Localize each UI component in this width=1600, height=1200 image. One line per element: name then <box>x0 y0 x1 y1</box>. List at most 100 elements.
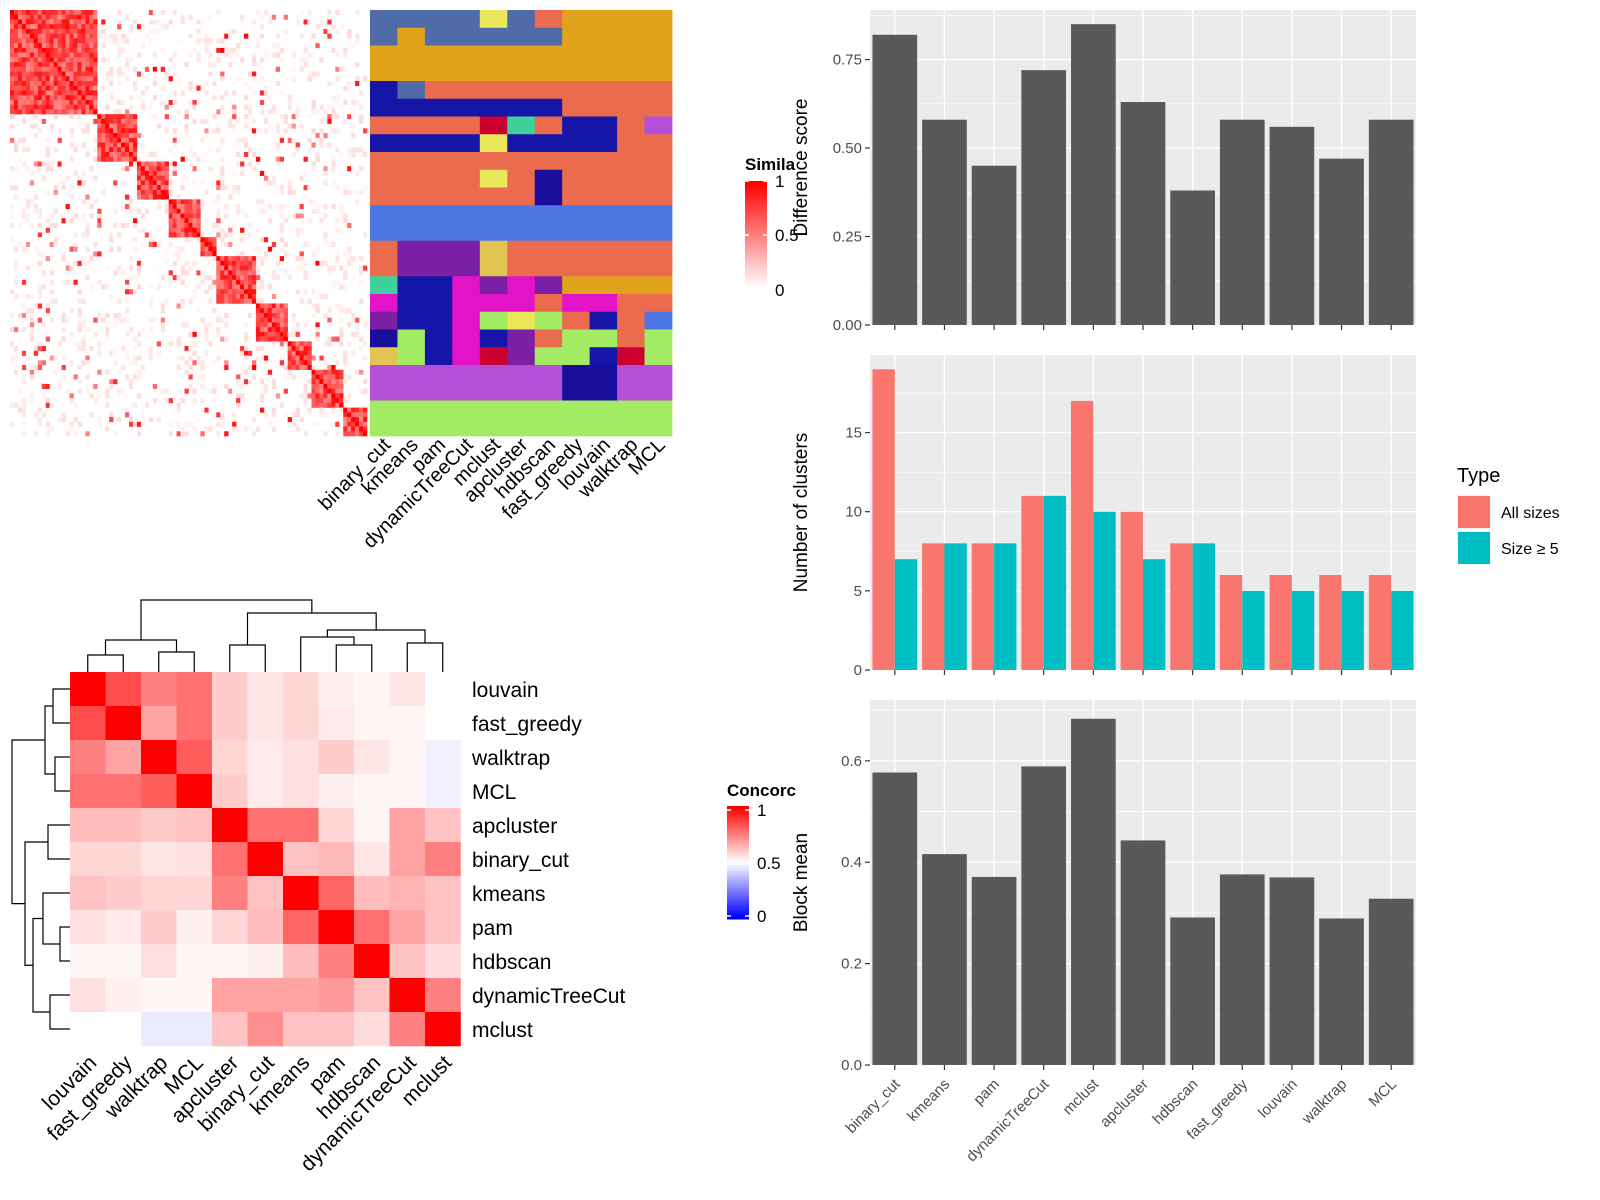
similarity-cell <box>327 369 332 375</box>
class-cell <box>479 152 508 171</box>
similarity-cell <box>168 227 173 233</box>
similarity-cell <box>85 232 90 238</box>
similarity-cell <box>259 398 265 404</box>
similarity-cell <box>33 19 39 25</box>
similarity-cell <box>291 355 296 361</box>
similarity-cell <box>283 412 288 418</box>
similarity-cell <box>224 232 229 238</box>
similarity-cell <box>41 71 46 77</box>
similarity-cell <box>331 374 336 380</box>
similarity-cell <box>232 275 237 281</box>
similarity-legend-step <box>745 189 767 193</box>
similarity-cell <box>283 374 288 380</box>
class-cell <box>479 382 508 401</box>
similarity-cell <box>291 331 296 337</box>
similarity-cell <box>307 407 312 413</box>
similarity-cell <box>41 383 46 389</box>
similarity-cell <box>220 237 225 243</box>
similarity-cell <box>81 341 86 347</box>
similarity-cell <box>279 312 284 318</box>
similarity-cell <box>93 28 98 34</box>
similarity-cell <box>351 114 356 120</box>
similarity-cell <box>216 38 221 44</box>
similarity-cell <box>196 227 201 233</box>
concordance-cell <box>247 944 284 979</box>
similarity-cell <box>204 33 209 39</box>
class-cell <box>479 276 508 295</box>
similarity-cell <box>291 350 296 356</box>
similarity-cell <box>33 133 39 139</box>
similarity-cell <box>53 241 58 247</box>
similarity-cell <box>49 90 54 96</box>
class-cell <box>452 311 481 330</box>
similarity-cell <box>85 10 90 16</box>
similarity-cell <box>184 223 189 229</box>
similarity-cell <box>259 76 265 82</box>
similarity-cell <box>25 99 31 105</box>
similarity-cell <box>21 19 27 25</box>
similarity-cell <box>343 213 348 219</box>
similarity-cell <box>105 71 110 77</box>
similarity-cell <box>160 10 165 16</box>
similarity-cell <box>136 194 142 200</box>
similarity-legend-step <box>745 227 767 231</box>
similarity-cell <box>347 147 352 153</box>
similarity-cell <box>228 194 233 200</box>
similarity-cell <box>343 275 348 281</box>
concordance-cell <box>247 672 284 707</box>
similarity-cell <box>97 279 102 285</box>
similarity-cell <box>275 317 281 323</box>
similarity-cell <box>259 327 265 333</box>
similarity-cell <box>172 232 177 238</box>
similarity-cell <box>327 142 332 148</box>
similarity-cell <box>323 232 328 238</box>
similarity-cell <box>69 331 74 337</box>
similarity-cell <box>283 175 288 181</box>
similarity-cell <box>351 189 356 195</box>
class-cell <box>424 294 453 313</box>
similarity-cell <box>347 421 352 427</box>
similarity-cell <box>148 317 154 323</box>
similarity-cell <box>113 128 118 134</box>
class-cell <box>479 27 508 46</box>
similarity-cell <box>136 95 142 101</box>
class-cell <box>452 329 481 348</box>
similarity-cell <box>45 218 50 224</box>
similarity-cell <box>196 38 201 44</box>
similarity-cell <box>65 175 70 181</box>
similarity-cell <box>339 308 344 314</box>
similarity-cell <box>17 24 23 30</box>
similarity-cell <box>299 341 304 347</box>
similarity-cell <box>73 19 78 25</box>
similarity-cell <box>259 99 265 105</box>
similarity-cell <box>49 161 54 167</box>
similarity-cell <box>93 241 98 247</box>
similarity-cell <box>251 275 257 281</box>
similarity-cell <box>283 28 288 34</box>
concordance-cell <box>389 1012 426 1047</box>
similarity-cell <box>109 137 114 143</box>
similarity-cell <box>81 336 86 342</box>
similarity-cell <box>311 388 316 394</box>
similarity-cell <box>97 227 102 233</box>
similarity-cell <box>89 38 94 44</box>
similarity-cell <box>255 284 261 290</box>
similarity-cell <box>271 303 277 309</box>
similarity-cell <box>65 14 70 20</box>
similarity-cell <box>228 294 233 300</box>
similarity-cell <box>69 52 74 58</box>
similarity-cell <box>97 312 102 318</box>
similarity-cell <box>69 218 74 224</box>
similarity-cell <box>180 175 185 181</box>
similarity-cell <box>259 208 265 214</box>
similarity-cell <box>359 114 364 120</box>
similarity-cell <box>263 322 269 328</box>
similarity-cell <box>49 85 54 91</box>
similarity-cell <box>113 379 118 385</box>
dendrogram-branch <box>24 841 48 966</box>
similarity-cell <box>327 19 332 25</box>
similarity-cell <box>192 47 197 53</box>
class-cell <box>562 294 591 313</box>
similarity-cell <box>311 421 316 427</box>
similarity-cell <box>136 369 142 375</box>
